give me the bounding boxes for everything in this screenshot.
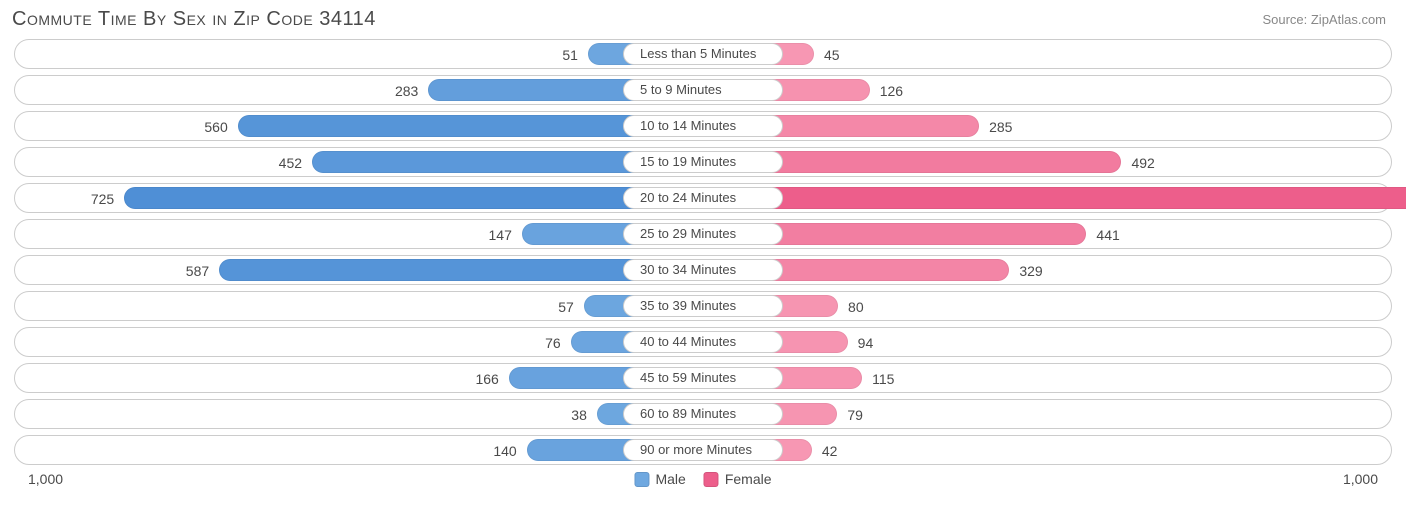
male-value: 725	[91, 184, 114, 214]
female-value: 45	[824, 40, 840, 70]
bar-row: 283 126 5 to 9 Minutes	[14, 75, 1392, 105]
chart-title: Commute Time By Sex in Zip Code 34114	[12, 8, 376, 31]
legend-label: Male	[655, 471, 685, 487]
female-value: 441	[1096, 220, 1119, 250]
female-value: 285	[989, 112, 1012, 142]
legend-item: Female	[704, 471, 772, 487]
category-pill: 25 to 29 Minutes	[623, 223, 783, 245]
bar-row: 57 80 35 to 39 Minutes	[14, 291, 1392, 321]
male-value: 140	[493, 436, 516, 466]
male-value: 57	[558, 292, 574, 322]
axis-max-left: 1,000	[28, 471, 63, 487]
male-value: 452	[279, 148, 302, 178]
female-value: 79	[847, 400, 863, 430]
male-value: 76	[545, 328, 561, 358]
category-pill: 40 to 44 Minutes	[623, 331, 783, 353]
bar-row: 166 115 45 to 59 Minutes	[14, 363, 1392, 393]
male-value: 560	[204, 112, 227, 142]
category-pill: Less than 5 Minutes	[623, 43, 783, 65]
chart-header: Commute Time By Sex in Zip Code 34114 So…	[0, 0, 1406, 35]
bar-row: 72593820 to 24 Minutes	[14, 183, 1392, 213]
legend-swatch	[634, 472, 649, 487]
axis-max-right: 1,000	[1343, 471, 1378, 487]
male-value: 587	[186, 256, 209, 286]
bar-row: 51 45 Less than 5 Minutes	[14, 39, 1392, 69]
male-value: 166	[475, 364, 498, 394]
female-value: 42	[822, 436, 838, 466]
category-pill: 15 to 19 Minutes	[623, 151, 783, 173]
legend-item: Male	[634, 471, 685, 487]
female-value: 329	[1019, 256, 1042, 286]
bar-row: 587 329 30 to 34 Minutes	[14, 255, 1392, 285]
female-bar	[703, 187, 1406, 209]
female-value: 115	[872, 364, 894, 394]
category-pill: 60 to 89 Minutes	[623, 403, 783, 425]
bar-row: 560 285 10 to 14 Minutes	[14, 111, 1392, 141]
bar-row: 147 441 25 to 29 Minutes	[14, 219, 1392, 249]
male-value: 147	[489, 220, 512, 250]
category-pill: 45 to 59 Minutes	[623, 367, 783, 389]
chart-footer: 1,000 Male Female 1,000	[0, 471, 1406, 499]
legend: Male Female	[634, 471, 771, 487]
category-pill: 5 to 9 Minutes	[623, 79, 783, 101]
male-value: 283	[395, 76, 418, 106]
male-bar	[124, 187, 703, 209]
bar-row: 452 492 15 to 19 Minutes	[14, 147, 1392, 177]
category-pill: 35 to 39 Minutes	[623, 295, 783, 317]
bar-row: 76 94 40 to 44 Minutes	[14, 327, 1392, 357]
male-value: 38	[571, 400, 587, 430]
category-pill: 90 or more Minutes	[623, 439, 783, 461]
chart-source: Source: ZipAtlas.com	[1262, 8, 1386, 27]
female-value: 94	[858, 328, 874, 358]
category-pill: 10 to 14 Minutes	[623, 115, 783, 137]
bar-row: 140 42 90 or more Minutes	[14, 435, 1392, 465]
legend-label: Female	[725, 471, 772, 487]
female-value: 492	[1131, 148, 1154, 178]
female-value: 126	[880, 76, 903, 106]
category-pill: 30 to 34 Minutes	[623, 259, 783, 281]
legend-swatch	[704, 472, 719, 487]
male-value: 51	[562, 40, 578, 70]
bar-row: 38 79 60 to 89 Minutes	[14, 399, 1392, 429]
category-pill: 20 to 24 Minutes	[623, 187, 783, 209]
female-value: 80	[848, 292, 864, 322]
chart-area: 51 45 Less than 5 Minutes 283 126 5 to 9 Minu…	[0, 35, 1406, 465]
